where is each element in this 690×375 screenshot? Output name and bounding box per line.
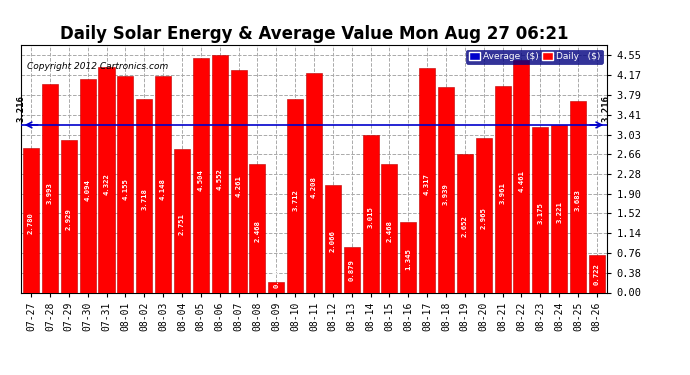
Text: 4.094: 4.094 [85,179,90,201]
Bar [23,148,39,292]
Bar [79,79,96,292]
Text: 4.208: 4.208 [311,176,317,198]
Bar [306,73,322,292]
Text: 4.504: 4.504 [198,169,204,191]
Text: 2.066: 2.066 [330,230,336,252]
Text: 2.652: 2.652 [462,215,468,237]
Text: 3.175: 3.175 [538,202,543,224]
Bar [249,164,266,292]
Text: 3.216: 3.216 [17,96,26,122]
Text: 3.712: 3.712 [292,189,298,211]
Bar [589,255,605,292]
Bar [495,86,511,292]
Bar [268,282,284,292]
Text: 2.965: 2.965 [481,207,486,229]
Bar [570,100,586,292]
Text: 1.345: 1.345 [405,248,411,270]
Text: 3.221: 3.221 [556,201,562,223]
Text: 2.468: 2.468 [386,220,393,242]
Text: 4.317: 4.317 [424,174,430,195]
Text: 3.939: 3.939 [443,183,449,205]
Bar [475,138,492,292]
Title: Daily Solar Energy & Average Value Mon Aug 27 06:21: Daily Solar Energy & Average Value Mon A… [60,26,568,44]
Text: Copyright 2012 Cartronics.com: Copyright 2012 Cartronics.com [26,62,168,71]
Bar [42,84,58,292]
Bar [513,60,529,292]
Text: 4.461: 4.461 [518,170,524,192]
Bar [155,76,171,292]
Bar [325,185,341,292]
Bar [99,67,115,292]
Bar [212,56,228,292]
Text: 4.261: 4.261 [235,175,242,197]
Bar [438,87,454,292]
Legend: Average  ($), Daily   ($): Average ($), Daily ($) [466,50,602,64]
Bar [344,247,359,292]
Bar [419,68,435,292]
Text: 3.718: 3.718 [141,189,147,210]
Text: 3.961: 3.961 [500,183,506,204]
Bar [230,70,246,292]
Text: 0.879: 0.879 [348,260,355,282]
Text: 0.722: 0.722 [594,264,600,285]
Text: 4.552: 4.552 [217,168,223,190]
Bar [287,99,303,292]
Bar [193,58,209,292]
Bar [551,124,567,292]
Text: 0.196: 0.196 [273,267,279,288]
Bar [362,135,379,292]
Bar [400,222,416,292]
Text: 2.780: 2.780 [28,212,34,234]
Text: 3.683: 3.683 [575,189,581,211]
Text: 4.322: 4.322 [104,174,110,195]
Text: 3.993: 3.993 [47,182,53,204]
Text: 2.468: 2.468 [255,220,260,242]
Text: 2.929: 2.929 [66,208,72,230]
Text: 3.015: 3.015 [368,206,373,228]
Text: 2.751: 2.751 [179,213,185,235]
Bar [532,127,549,292]
Bar [457,154,473,292]
Bar [136,99,152,292]
Text: 3.216: 3.216 [602,96,611,122]
Bar [61,140,77,292]
Text: 4.155: 4.155 [122,178,128,200]
Bar [117,76,133,292]
Bar [174,149,190,292]
Bar [382,164,397,292]
Text: 4.148: 4.148 [160,178,166,200]
